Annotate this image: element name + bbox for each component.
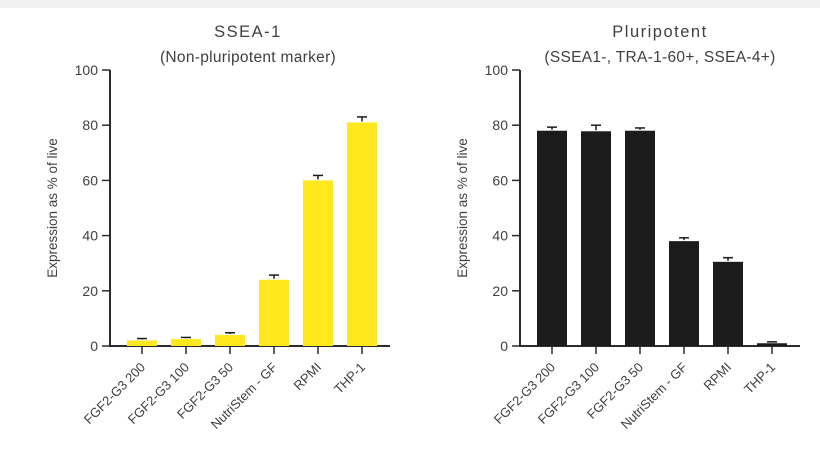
bar (625, 130, 655, 346)
chart-ssea1-svg: SSEA-1 (Non-pluripotent marker) Expressi… (45, 23, 390, 432)
x-tick-label: RPMI (701, 360, 735, 394)
y-tick-label: 80 (82, 117, 98, 133)
chart-pluripotent-svg: Pluripotent (SSEA1-, TRA-1-60+, SSEA-4+)… (455, 23, 800, 432)
top-strip (0, 0, 820, 8)
bar (537, 130, 567, 346)
y-tick-label: 40 (492, 228, 508, 244)
bar (215, 334, 245, 346)
y-tick-label: 80 (492, 117, 508, 133)
bar (581, 131, 611, 346)
chart-title: Pluripotent (612, 23, 707, 41)
bar (127, 340, 157, 346)
chart-ssea1: SSEA-1 (Non-pluripotent marker) Expressi… (45, 23, 390, 432)
chart-title: SSEA-1 (214, 23, 282, 41)
y-tick-label: 60 (82, 172, 98, 188)
bar (713, 261, 743, 346)
y-tick-label: 20 (492, 283, 508, 299)
chart-pluripotent: Pluripotent (SSEA1-, TRA-1-60+, SSEA-4+)… (410, 0, 820, 461)
y-tick-label: 40 (82, 228, 98, 244)
y-axis-label: Expression as % of live (455, 138, 470, 278)
y-tick-label: 0 (500, 338, 508, 354)
y-tick-label: 60 (492, 172, 508, 188)
x-tick-label: THP-1 (741, 360, 778, 397)
bar (259, 279, 289, 346)
y-axis-label: Expression as % of live (45, 138, 60, 278)
x-tick-label: RPMI (291, 360, 325, 394)
x-tick-label: THP-1 (331, 360, 368, 397)
y-tick-label: 20 (82, 283, 98, 299)
bar (347, 122, 377, 346)
y-tick-label: 100 (485, 62, 509, 78)
bar (303, 180, 333, 346)
bar (171, 339, 201, 346)
bar (669, 241, 699, 346)
chart-subtitle: (Non-pluripotent marker) (160, 49, 336, 66)
y-tick-label: 100 (75, 62, 99, 78)
chart-subtitle: (SSEA1-, TRA-1-60+, SSEA-4+) (544, 49, 775, 66)
bar (757, 343, 787, 346)
y-tick-label: 0 (90, 338, 98, 354)
